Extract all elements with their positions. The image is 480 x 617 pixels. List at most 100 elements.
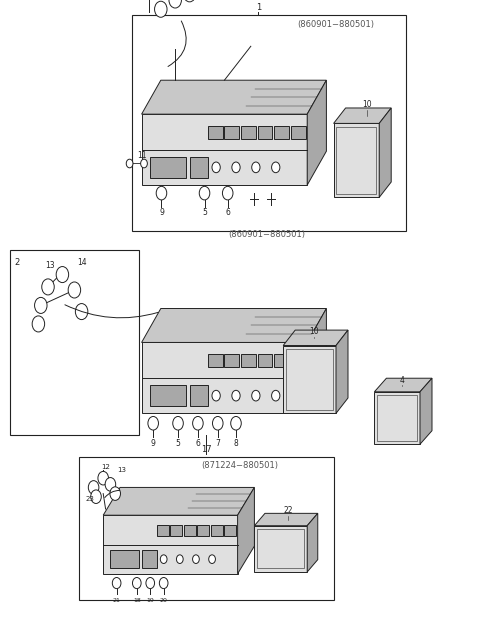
Circle shape bbox=[169, 0, 181, 8]
Circle shape bbox=[98, 471, 108, 485]
Circle shape bbox=[173, 416, 183, 430]
FancyBboxPatch shape bbox=[224, 355, 240, 367]
Circle shape bbox=[42, 279, 54, 295]
Text: 18: 18 bbox=[133, 598, 141, 603]
Polygon shape bbox=[336, 330, 348, 413]
Text: 9: 9 bbox=[151, 439, 156, 447]
Polygon shape bbox=[238, 487, 254, 574]
Text: 20: 20 bbox=[160, 598, 168, 603]
FancyBboxPatch shape bbox=[190, 385, 208, 406]
Polygon shape bbox=[254, 513, 318, 526]
FancyBboxPatch shape bbox=[150, 385, 186, 406]
Circle shape bbox=[199, 186, 210, 200]
FancyBboxPatch shape bbox=[257, 355, 273, 367]
Text: (860901−880501): (860901−880501) bbox=[228, 230, 305, 239]
Text: (871224−880501): (871224−880501) bbox=[202, 462, 278, 470]
Circle shape bbox=[192, 555, 199, 563]
Circle shape bbox=[126, 159, 133, 168]
FancyBboxPatch shape bbox=[170, 525, 182, 536]
FancyBboxPatch shape bbox=[241, 355, 256, 367]
Text: 10: 10 bbox=[310, 328, 319, 336]
Text: 10: 10 bbox=[362, 101, 372, 109]
FancyBboxPatch shape bbox=[190, 157, 208, 178]
FancyBboxPatch shape bbox=[224, 525, 236, 536]
Circle shape bbox=[91, 490, 101, 503]
Text: 13: 13 bbox=[118, 467, 127, 473]
Text: 7: 7 bbox=[216, 439, 220, 447]
FancyBboxPatch shape bbox=[157, 525, 169, 536]
FancyBboxPatch shape bbox=[241, 126, 256, 139]
FancyBboxPatch shape bbox=[197, 525, 209, 536]
Circle shape bbox=[148, 416, 158, 430]
Polygon shape bbox=[103, 487, 254, 515]
Circle shape bbox=[112, 578, 121, 589]
Circle shape bbox=[141, 159, 147, 168]
Circle shape bbox=[183, 0, 196, 2]
Circle shape bbox=[232, 391, 240, 401]
Circle shape bbox=[252, 162, 260, 173]
FancyBboxPatch shape bbox=[290, 126, 306, 139]
Polygon shape bbox=[283, 346, 336, 413]
Polygon shape bbox=[374, 378, 432, 392]
Polygon shape bbox=[142, 342, 307, 413]
Circle shape bbox=[155, 1, 167, 17]
Text: 23: 23 bbox=[85, 495, 94, 502]
FancyBboxPatch shape bbox=[208, 355, 223, 367]
Circle shape bbox=[110, 487, 120, 500]
Text: 9: 9 bbox=[159, 209, 164, 217]
Polygon shape bbox=[142, 114, 307, 185]
Circle shape bbox=[35, 297, 47, 313]
Text: 8: 8 bbox=[234, 439, 239, 447]
Circle shape bbox=[160, 555, 167, 563]
Text: 4: 4 bbox=[399, 376, 404, 385]
FancyBboxPatch shape bbox=[142, 550, 157, 568]
Text: 17: 17 bbox=[201, 445, 212, 453]
Polygon shape bbox=[334, 108, 391, 123]
FancyBboxPatch shape bbox=[274, 126, 289, 139]
FancyBboxPatch shape bbox=[208, 126, 223, 139]
Circle shape bbox=[192, 416, 203, 430]
Text: 1: 1 bbox=[256, 3, 261, 12]
Circle shape bbox=[272, 391, 280, 401]
Polygon shape bbox=[307, 80, 326, 185]
Polygon shape bbox=[307, 513, 318, 572]
Polygon shape bbox=[254, 526, 307, 572]
Circle shape bbox=[252, 391, 260, 401]
Text: 13: 13 bbox=[46, 261, 55, 270]
Circle shape bbox=[32, 316, 45, 332]
Circle shape bbox=[222, 186, 233, 200]
Circle shape bbox=[56, 267, 69, 283]
Polygon shape bbox=[142, 308, 326, 342]
Text: 14: 14 bbox=[77, 258, 86, 267]
Polygon shape bbox=[374, 392, 420, 444]
Text: 11: 11 bbox=[137, 151, 146, 160]
Polygon shape bbox=[103, 515, 238, 574]
Text: 6: 6 bbox=[225, 209, 230, 217]
Text: 6: 6 bbox=[195, 439, 200, 447]
Text: 12: 12 bbox=[101, 464, 109, 470]
Circle shape bbox=[68, 282, 81, 298]
Text: 21: 21 bbox=[113, 598, 120, 603]
Circle shape bbox=[212, 162, 220, 173]
Circle shape bbox=[213, 416, 223, 430]
Circle shape bbox=[272, 162, 280, 173]
Polygon shape bbox=[142, 80, 326, 114]
FancyBboxPatch shape bbox=[184, 525, 196, 536]
Polygon shape bbox=[334, 123, 379, 197]
Text: 5: 5 bbox=[176, 439, 180, 447]
Circle shape bbox=[146, 578, 155, 589]
Polygon shape bbox=[379, 108, 391, 197]
Text: 2: 2 bbox=[14, 258, 20, 267]
Circle shape bbox=[231, 416, 241, 430]
Polygon shape bbox=[283, 330, 348, 346]
FancyBboxPatch shape bbox=[290, 355, 306, 367]
Polygon shape bbox=[420, 378, 432, 444]
FancyBboxPatch shape bbox=[257, 126, 273, 139]
Text: 19: 19 bbox=[146, 598, 154, 603]
FancyBboxPatch shape bbox=[274, 355, 289, 367]
FancyBboxPatch shape bbox=[110, 550, 140, 568]
Text: 5: 5 bbox=[202, 209, 207, 217]
Circle shape bbox=[105, 478, 116, 491]
Circle shape bbox=[88, 481, 99, 494]
Text: 22: 22 bbox=[283, 507, 293, 515]
